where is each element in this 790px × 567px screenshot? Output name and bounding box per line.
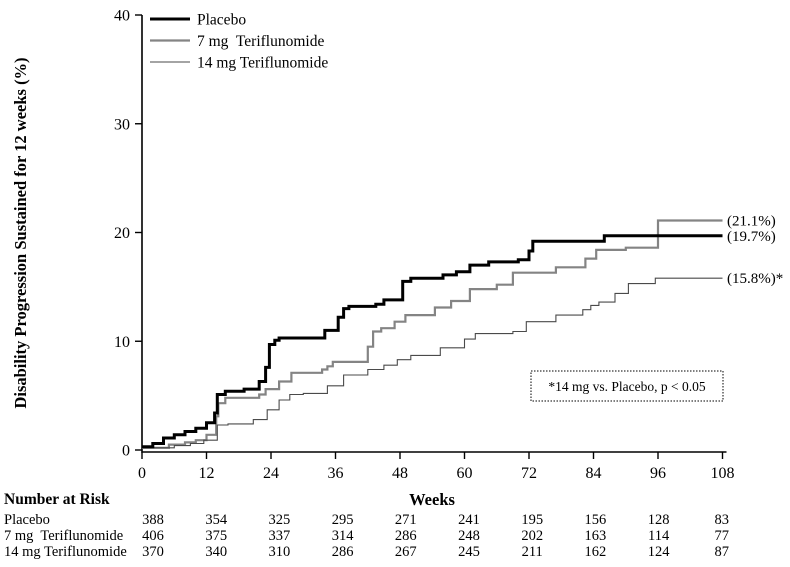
risk-table-value: 162 bbox=[585, 544, 607, 560]
risk-table-value: 388 bbox=[142, 512, 164, 528]
risk-table-value: 340 bbox=[205, 544, 227, 560]
y-tick-label: 40 bbox=[114, 8, 130, 25]
risk-table: Number at Risk Placebo 388 354 325 295 271 241… bbox=[4, 491, 729, 560]
risk-table-value: 286 bbox=[332, 544, 354, 560]
risk-table-value: 248 bbox=[458, 528, 480, 544]
x-tick-label: 108 bbox=[711, 465, 735, 482]
risk-table-value: 195 bbox=[521, 512, 543, 528]
y-tick-label: 10 bbox=[114, 334, 130, 351]
survival-curve-7-mg-teriflunomide bbox=[142, 219, 723, 449]
risk-table-value: 241 bbox=[458, 512, 480, 528]
legend-item-7-mg-teriflunomide: 7 mg Teriflunomide bbox=[150, 33, 324, 50]
legend-label: Placebo bbox=[197, 12, 246, 29]
risk-table-value: 354 bbox=[205, 512, 228, 528]
risk-table-value: 271 bbox=[395, 512, 417, 528]
survival-curve-14-mg-teriflunomide bbox=[142, 277, 723, 449]
risk-table-value: 286 bbox=[395, 528, 417, 544]
legend-label: 14 mg Teriflunomide bbox=[197, 55, 328, 72]
y-axis-title: Disability Progression Sustained for 12 … bbox=[11, 57, 30, 408]
risk-table-row-label: 14 mg Teriflunomide bbox=[4, 544, 127, 560]
legend-item-placebo: Placebo bbox=[150, 12, 246, 29]
x-tick-label: 72 bbox=[521, 465, 537, 482]
x-tick-label: 0 bbox=[138, 465, 146, 482]
x-tick-label: 48 bbox=[392, 465, 408, 482]
x-tick-label: 96 bbox=[650, 465, 666, 482]
risk-table-value: 128 bbox=[648, 512, 670, 528]
risk-table-value: 375 bbox=[205, 528, 227, 544]
risk-table-value: 83 bbox=[715, 512, 730, 528]
risk-table-row-label: 7 mg Teriflunomide bbox=[4, 528, 123, 544]
x-tick-label: 84 bbox=[586, 465, 602, 482]
x-tick-label: 36 bbox=[328, 465, 344, 482]
risk-table-value: 295 bbox=[332, 512, 354, 528]
risk-table-row-7-mg-teriflunomide: 7 mg Teriflunomide 406 375 337 314 286 248 202 1… bbox=[4, 528, 729, 544]
significance-annotation: *14 mg vs. Placebo, p < 0.05 bbox=[530, 370, 724, 402]
survival-curves bbox=[142, 219, 723, 449]
legend-label: 7 mg Teriflunomide bbox=[197, 33, 324, 50]
x-tick-label: 12 bbox=[199, 465, 215, 482]
curve-end-label-14-mg-teriflunomide: (15.8%)* bbox=[727, 271, 783, 287]
legend: Placebo 7 mg Teriflunomide 14 mg Terifluno… bbox=[150, 12, 328, 72]
risk-table-value: 211 bbox=[522, 544, 543, 560]
x-tick-label: 24 bbox=[263, 465, 279, 482]
risk-table-value: 77 bbox=[715, 528, 730, 544]
axes: 0 10 20 30 40 0 12 24 36 48 60 72 84 96 108 bbox=[114, 8, 735, 483]
risk-table-value: 114 bbox=[648, 528, 670, 544]
curve-end-label-placebo: (19.7%) bbox=[727, 229, 776, 245]
y-tick-label: 0 bbox=[122, 443, 130, 460]
risk-table-value: 124 bbox=[648, 544, 671, 560]
y-tick-label: 20 bbox=[114, 225, 130, 242]
risk-table-value: 337 bbox=[269, 528, 291, 544]
risk-table-value: 87 bbox=[715, 544, 730, 560]
risk-table-value: 310 bbox=[269, 544, 291, 560]
legend-item-14-mg-teriflunomide: 14 mg Teriflunomide bbox=[150, 55, 328, 72]
annotation-border bbox=[530, 370, 724, 402]
risk-table-row-placebo: Placebo 388 354 325 295 271 241 195 156 128 83 bbox=[4, 512, 729, 528]
annotation-text: *14 mg vs. Placebo, p < 0.05 bbox=[548, 379, 705, 394]
risk-table-value: 325 bbox=[269, 512, 291, 528]
risk-table-value: 163 bbox=[585, 528, 607, 544]
risk-table-value: 370 bbox=[142, 544, 164, 560]
curve-end-label-7-mg-teriflunomide: (21.1%) bbox=[727, 214, 776, 230]
x-axis-title: Weeks bbox=[409, 490, 455, 509]
risk-table-value: 406 bbox=[142, 528, 164, 544]
risk-table-value: 245 bbox=[458, 544, 480, 560]
risk-table-title: Number at Risk bbox=[4, 491, 110, 508]
risk-table-row-14-mg-teriflunomide: 14 mg Teriflunomide 370 340 310 286 267 245 211… bbox=[4, 544, 729, 560]
y-tick-label: 30 bbox=[114, 116, 130, 133]
risk-table-row-label: Placebo bbox=[4, 512, 50, 528]
risk-table-value: 202 bbox=[521, 528, 543, 544]
risk-table-value: 314 bbox=[332, 528, 355, 544]
survival-curve-placebo bbox=[142, 234, 723, 449]
x-tick-label: 60 bbox=[457, 465, 473, 482]
risk-table-value: 267 bbox=[395, 544, 417, 560]
curve-end-labels: (19.7%)(21.1%) (15.8%)* bbox=[727, 214, 783, 288]
risk-table-value: 156 bbox=[585, 512, 607, 528]
